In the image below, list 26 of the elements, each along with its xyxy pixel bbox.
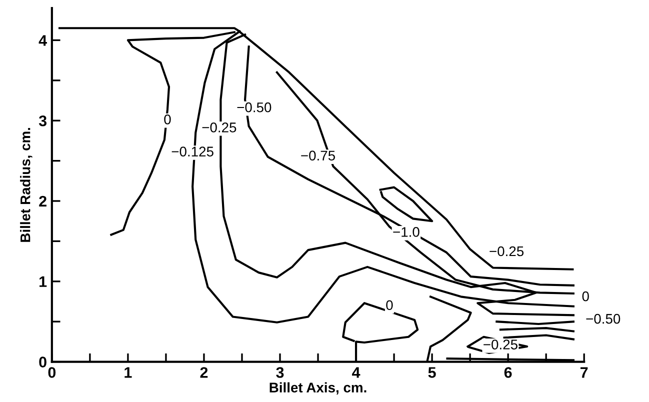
annotation: −1.0 — [393, 227, 420, 237]
y-tick-label: 3 — [38, 115, 47, 126]
annotation: −0.25 — [484, 340, 518, 350]
annotation: −0.50 — [237, 102, 272, 112]
x-tick-label: 1 — [124, 367, 132, 378]
y-tick-label: 4 — [38, 35, 47, 46]
annotation: −0.25 — [202, 122, 236, 132]
x-tick-label: 5 — [428, 367, 436, 378]
x-tick-label: 2 — [200, 367, 208, 378]
annotation: 0 — [386, 300, 393, 310]
x-tick-label: 4 — [352, 367, 360, 378]
x-tick-label: 0 — [48, 367, 56, 378]
annotation: −0.25 — [490, 246, 524, 256]
y-tick-label: 0 — [39, 356, 46, 368]
annotation: −0.50 — [586, 314, 620, 324]
annotation: −0.125 — [172, 146, 214, 156]
x-tick-label: 3 — [276, 367, 284, 378]
y-tick-label: 2 — [39, 196, 46, 207]
y-axis-title: Billet Radius, cm. — [20, 128, 32, 242]
x-tick-label: 7 — [580, 367, 588, 378]
x-tick-label: 6 — [504, 367, 512, 378]
annotation: 0 — [164, 114, 171, 124]
annotation: 0 — [582, 291, 589, 302]
y-tick-label: 1 — [40, 276, 47, 287]
x-axis-title: Billet Axis, cm. — [270, 382, 366, 395]
annotation: −0.75 — [301, 150, 335, 161]
